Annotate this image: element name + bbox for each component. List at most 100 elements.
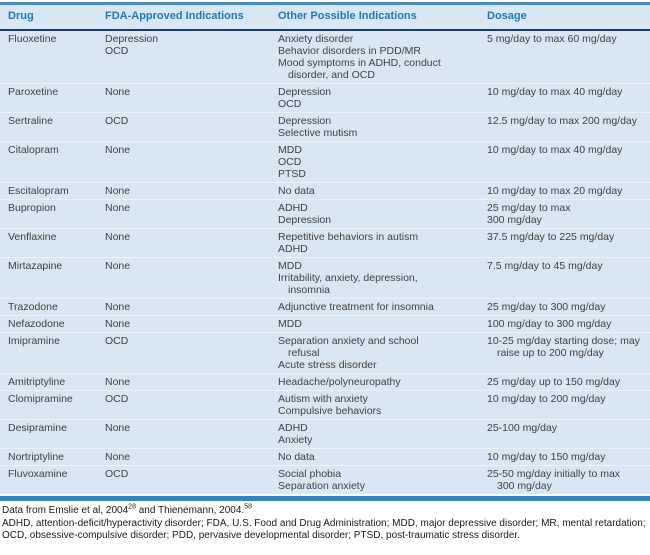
- cell-line: 100 mg/day to 300 mg/day: [487, 318, 612, 330]
- dosage-cell: 25-100 mg/day: [483, 422, 646, 446]
- cell-line: OCD: [105, 393, 129, 405]
- citation-superscript: 28: [128, 503, 136, 511]
- fda-approved-indications-cell: None: [105, 231, 278, 255]
- source-text-middle: and Thienemann, 2004.: [135, 505, 245, 516]
- other-possible-indications-cell: Headache/polyneuropathy: [278, 376, 483, 388]
- other-possible-indications-cell: Depression Selective mutism: [278, 115, 483, 139]
- cell-line: Compulsive behaviors: [278, 405, 382, 417]
- cell-line: Depression: [278, 214, 332, 226]
- cell-line: Mood symptoms in ADHD, conduct: [278, 57, 441, 69]
- other-possible-indications-cell: No data: [278, 185, 483, 197]
- cell-line: Acute stress disorder: [278, 359, 377, 371]
- other-possible-indications-cell: No data: [278, 451, 483, 463]
- cell-line: Adjunctive treatment for insomnia: [278, 301, 434, 313]
- source-text-prefix: Data from Emslie et al, 2004: [2, 505, 129, 516]
- drug-cell: Clomipramine: [8, 393, 105, 417]
- data-source-note: Data from Emslie et al, 200428 and Thien…: [2, 503, 648, 517]
- cell-line: raise up to 200 mg/day: [497, 347, 604, 359]
- cell-line: MDD: [278, 260, 302, 272]
- fda-approved-indications-cell: OCD: [105, 393, 278, 417]
- cell-line: OCD: [278, 98, 302, 110]
- other-possible-indications-cell: Social phobia Separation anxiety: [278, 468, 483, 492]
- dosage-cell: 5 mg/day to max 60 mg/day: [483, 33, 646, 81]
- cell-line: Behavior disorders in PDD/MR: [278, 45, 421, 57]
- drug-cell: Fluoxetine: [8, 33, 105, 81]
- cell-line: None: [105, 185, 131, 197]
- column-header-other-possible-indications: Other Possible Indications: [278, 10, 417, 22]
- cell-line: Citalopram: [8, 144, 59, 156]
- cell-line: Selective mutism: [278, 127, 358, 139]
- fda-approved-indications-cell: None: [105, 202, 278, 226]
- fda-approved-indications-cell: None: [105, 451, 278, 463]
- table-row: Citalopram None MDD OCD PTSD 10 mg/day to max…: [0, 141, 650, 182]
- cell-line: 5 mg/day to max 60 mg/day: [487, 33, 617, 45]
- cell-line: None: [105, 318, 131, 330]
- fda-approved-indications-cell: None: [105, 376, 278, 388]
- cell-line: Imipramine: [8, 335, 60, 347]
- cell-line: OCD: [278, 156, 302, 168]
- cell-line: disorder, and OCD: [288, 69, 375, 81]
- cell-line: Paroxetine: [8, 86, 59, 98]
- table-row: Clomipramine OCD Autism with anxiety Compul…: [0, 390, 650, 419]
- cell-line: ADHD: [278, 422, 308, 434]
- cell-line: 300 mg/day: [497, 480, 552, 492]
- other-possible-indications-cell: ADHD Depression: [278, 202, 483, 226]
- dosage-cell: 25 mg/day up to 150 mg/day: [483, 376, 646, 388]
- drug-cell: Trazodone: [8, 301, 105, 313]
- table-row: Paroxetine None Depression OCD 10 mg/day to …: [0, 83, 650, 112]
- other-possible-indications-cell: Repetitive behaviors in autism ADHD: [278, 231, 483, 255]
- other-possible-indications-cell: Adjunctive treatment for insomnia: [278, 301, 483, 313]
- cell-line: Nefazodone: [8, 318, 65, 330]
- cell-line: Trazodone: [8, 301, 58, 313]
- cell-line: None: [105, 451, 131, 463]
- cell-line: Clomipramine: [8, 393, 73, 405]
- table-row: Desipramine None ADHD Anxiety 25-100 mg/day: [0, 419, 650, 448]
- fda-approved-indications-cell: None: [105, 185, 278, 197]
- cell-line: No data: [278, 451, 315, 463]
- cell-line: Anxiety: [278, 434, 313, 446]
- cell-line: None: [105, 231, 131, 243]
- cell-line: None: [105, 144, 131, 156]
- cell-line: Headache/polyneuropathy: [278, 376, 401, 388]
- cell-line: Bupropion: [8, 202, 56, 214]
- cell-line: Depression: [105, 33, 159, 45]
- drug-cell: Sertraline: [8, 115, 105, 139]
- fda-approved-indications-cell: None: [105, 144, 278, 180]
- dosage-cell: 10 mg/day to 200 mg/day: [483, 393, 646, 417]
- cell-line: 300 mg/day: [487, 214, 542, 226]
- cell-line: 10 mg/day to max 40 mg/day: [487, 144, 623, 156]
- fda-approved-indications-cell: None: [105, 301, 278, 313]
- cell-line: None: [105, 422, 131, 434]
- table-header-row: Drug FDA-Approved Indications Other Poss…: [0, 5, 650, 31]
- drug-cell: Amitriptyline: [8, 376, 105, 388]
- table-row: Venflaxine None Repetitive behaviors in au…: [0, 228, 650, 257]
- cell-line: Depression: [278, 115, 332, 127]
- drug-cell: Venflaxine: [8, 231, 105, 255]
- fda-approved-indications-cell: None: [105, 86, 278, 110]
- abbreviations-note: ADHD, attention-deficit/hyperactivity di…: [2, 518, 648, 542]
- table-body: Fluoxetine Depression OCD Anxiety disorder B…: [0, 31, 650, 494]
- other-possible-indications-cell: MDD Irritability, anxiety, depression, ins…: [278, 260, 483, 296]
- dosage-cell: 12.5 mg/day to max 200 mg/day: [483, 115, 646, 139]
- citation-superscript: 58: [244, 503, 252, 511]
- dosage-cell: 37.5 mg/day to 225 mg/day: [483, 231, 646, 255]
- cell-line: MDD: [278, 318, 302, 330]
- table-row: Amitriptyline None Headache/polyneuropathy…: [0, 373, 650, 390]
- column-header-drug: Drug: [8, 10, 34, 22]
- cell-line: 25-100 mg/day: [487, 422, 558, 434]
- cell-line: OCD: [105, 335, 129, 347]
- dosage-cell: 10-25 mg/day starting dose; may raise up …: [483, 335, 646, 371]
- drug-cell: Escitalopram: [8, 185, 105, 197]
- table-row: Mirtazapine None MDD Irritability, anxiety,…: [0, 257, 650, 298]
- table-row: Fluoxetine Depression OCD Anxiety disorder B…: [0, 31, 650, 83]
- cell-line: Amitriptyline: [8, 376, 66, 388]
- table-row: Bupropion None ADHD Depression 25 mg/day to …: [0, 199, 650, 228]
- cell-line: 10 mg/day to 150 mg/day: [487, 451, 606, 463]
- cell-line: None: [105, 202, 131, 214]
- drug-cell: Desipramine: [8, 422, 105, 446]
- cell-line: OCD: [105, 45, 129, 57]
- abbreviation-line: ADHD, attention-deficit/hyperactivity di…: [2, 518, 646, 529]
- cell-line: 25-50 mg/day initially to max: [487, 468, 621, 480]
- other-possible-indications-cell: Anxiety disorder Behavior disorders in PD…: [278, 33, 483, 81]
